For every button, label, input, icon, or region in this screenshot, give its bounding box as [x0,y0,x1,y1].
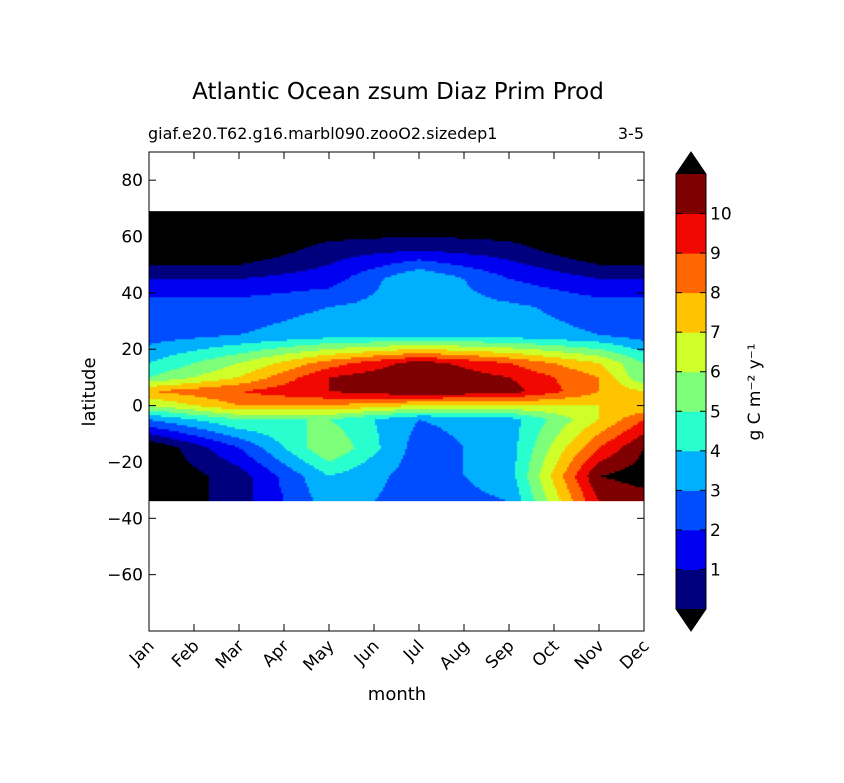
colorbar-segment [676,569,706,610]
colorbar-tick-label: 5 [710,402,721,422]
colorbar-tick-label: 6 [710,363,721,383]
chart-subtitle-right: 3-5 [618,124,644,143]
colorbar-tick-label: 3 [710,481,721,501]
colorbar: 1 2 3 4 5 6 7 8 9 10 [675,151,732,632]
colorbar-segment [676,292,706,333]
colorbar-segment [676,332,706,373]
x-tick-label: Jun [350,636,384,670]
colorbar-label: g C m⁻² y⁻¹ [745,343,765,440]
colorbar-extend-top [676,152,706,174]
x-tick-label: Dec [616,636,653,673]
contour-fill [149,211,644,502]
colorbar-tick-label: 8 [710,284,721,304]
colorbar-segment [676,411,706,452]
x-tick-label: Aug [436,636,474,674]
colorbar-segment [676,213,706,254]
y-tick-label: 20 [121,340,143,360]
colorbar-segment [676,450,706,491]
colorbar-tick-label: 9 [710,244,721,264]
colorbar-tick-label: 7 [710,323,721,343]
y-axis-label: latitude [79,357,100,426]
colorbar-segment [676,371,706,412]
x-tick-label: Nov [571,636,609,674]
y-tick-label: −20 [107,453,143,473]
contour-plot [149,211,644,502]
y-axis: 80 60 40 20 0 −20 −40 −60 [107,171,644,586]
colorbar-segment [676,253,706,294]
x-tick-label: Jul [399,636,428,665]
x-tick-label: Oct [529,636,564,671]
colorbar-segment [676,529,706,570]
y-tick-label: 40 [121,284,143,304]
colorbar-extend-bottom [676,609,706,631]
x-axis-label: month [368,684,426,705]
colorbar-outline [675,151,707,632]
plot-frame [148,151,645,632]
colorbar-segment [676,174,706,215]
chart-title: Atlantic Ocean zsum Diaz Prim Prod [192,79,604,105]
x-tick-label: Sep [482,636,519,673]
x-tick-label: Jan [125,636,158,669]
y-tick-label: −40 [107,509,143,529]
x-tick-label: Mar [212,636,249,673]
x-tick-label: May [300,636,339,675]
x-tick-label: Feb [168,636,203,671]
colorbar-segment [676,490,706,531]
colorbar-tick-label: 4 [710,442,721,462]
chart-subtitle-left: giaf.e20.T62.g16.marbl090.zooO2.sizedep1 [148,124,497,143]
y-tick-label: −60 [107,566,143,586]
colorbar-tick-label: 10 [710,205,732,225]
y-tick-label: 0 [132,397,143,417]
colorbar-tick-label: 1 [710,560,721,580]
y-tick-label: 80 [121,171,143,191]
y-tick-label: 60 [121,228,143,248]
colorbar-tick-label: 2 [710,521,721,541]
x-tick-label: Apr [259,636,294,671]
